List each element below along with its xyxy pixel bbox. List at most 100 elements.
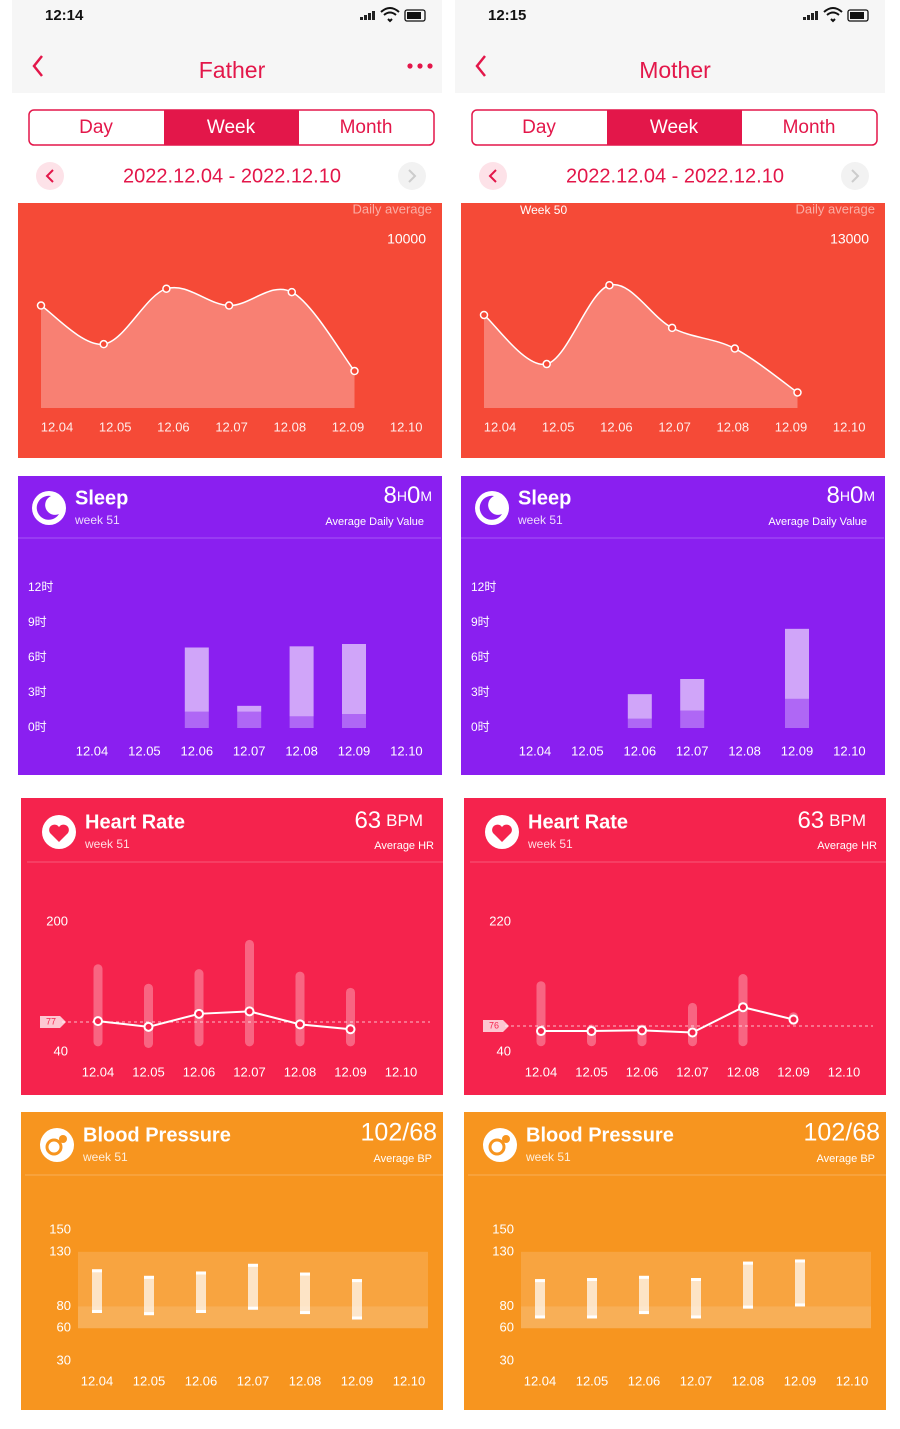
x-tick-label: 12.04 [484, 419, 517, 434]
x-tick-label: 12.10 [833, 419, 866, 434]
heart_rate-header: Heart Rate week 51 Average HR [27, 811, 451, 863]
bp-cap-top [144, 1275, 154, 1279]
tab-label[interactable]: Month [340, 117, 393, 138]
sleep-bar [627, 694, 652, 719]
card-title: Blood Pressure [526, 1124, 674, 1146]
tab-label[interactable]: Day [522, 117, 556, 138]
reference-label: 77 [46, 1016, 56, 1026]
bp-cap-top [639, 1275, 649, 1279]
reference-tag [40, 1015, 66, 1028]
wifi-icon [823, 7, 843, 23]
bp-cap-top [535, 1279, 545, 1283]
prev-week[interactable] [36, 162, 64, 190]
card-subtitle: week 51 [82, 1150, 128, 1164]
battery-level [850, 12, 864, 19]
bp-bar [248, 1263, 258, 1310]
hr-range [295, 971, 305, 1047]
hr-point [536, 1026, 546, 1037]
prev-chevron [45, 169, 54, 183]
card-subtitle: week 51 [525, 1150, 571, 1164]
back-button[interactable] [32, 55, 43, 77]
sleep-bar [342, 714, 366, 728]
hr-point [586, 1026, 597, 1037]
x-tick-label: 12.05 [132, 1064, 165, 1079]
bp-bar [639, 1275, 649, 1315]
card-caption: Average BP [373, 1153, 432, 1165]
sleep-bar [785, 698, 809, 728]
hr-line [97, 1010, 351, 1031]
y-tick-label: 0时 [471, 720, 490, 734]
y-tick-label: 40 [497, 1043, 511, 1058]
bp-bar [92, 1269, 102, 1313]
next-week[interactable] [841, 162, 869, 190]
sleep-bar [680, 679, 705, 711]
steps-point [730, 344, 740, 353]
steps-caption: Daily average [353, 201, 433, 216]
hr-point [345, 1024, 356, 1035]
card-caption: Average Daily Value [768, 516, 867, 528]
tab-label[interactable]: Week [650, 117, 699, 138]
tab-label[interactable]: Month [783, 117, 836, 138]
battery-level [407, 12, 421, 19]
hr-range [536, 981, 546, 1047]
y-tick-label: 0时 [28, 720, 47, 734]
signal-bar [368, 13, 371, 20]
steps-point [667, 323, 677, 333]
card-title: Sleep [518, 487, 571, 509]
tab-label[interactable]: Week [207, 117, 256, 138]
steps-caption: Daily average [796, 201, 876, 216]
x-tick-label: 12.07 [676, 743, 709, 758]
menu-dot[interactable] [427, 63, 433, 69]
value-part: 0 [850, 482, 863, 509]
menu-dot[interactable] [417, 63, 423, 69]
heart-rate-card [464, 798, 886, 1095]
x-tick-label: 12.08 [728, 743, 761, 758]
bp-cap-top [691, 1278, 701, 1282]
x-tick-label: 12.04 [519, 743, 552, 758]
bp-cap-bottom [587, 1315, 597, 1319]
hr-value: 63 BPM [354, 807, 423, 834]
x-tick-label: 12.10 [836, 1373, 869, 1388]
next-week[interactable] [398, 162, 426, 190]
x-tick-label: 12.09 [338, 743, 371, 758]
y-tick-label: 9时 [28, 615, 47, 629]
back-button[interactable] [475, 55, 486, 77]
value-part: H [840, 488, 850, 504]
bp-bar [691, 1278, 701, 1319]
x-tick-label: 12.10 [390, 743, 423, 758]
date-range: 2022.12.04 - 2022.12.10 [123, 165, 341, 187]
steps-area [41, 287, 355, 408]
bp-icon-dot [502, 1135, 510, 1143]
y-tick-label: 80 [500, 1298, 514, 1313]
sleep-bar [237, 705, 262, 712]
y-tick-label: 60 [500, 1320, 514, 1335]
bp-cap-top [352, 1279, 362, 1283]
menu-dot[interactable] [407, 63, 413, 69]
bp-bar [352, 1279, 362, 1320]
signal-bar [372, 11, 375, 20]
x-tick-label: 12.07 [237, 1373, 270, 1388]
sleep-value: 8H0M [383, 482, 432, 509]
steps-point [224, 301, 234, 310]
bp-cap-bottom [248, 1306, 258, 1310]
x-tick-label: 12.08 [285, 743, 318, 758]
bp-bar [587, 1278, 597, 1319]
x-tick-label: 12.09 [784, 1373, 817, 1388]
bp-bar [196, 1271, 206, 1313]
x-tick-label: 12.05 [575, 1064, 608, 1079]
hr-line [541, 1006, 794, 1034]
tab-label[interactable]: Day [79, 117, 113, 138]
bp-cap-top [248, 1263, 258, 1267]
prev-week[interactable] [479, 162, 507, 190]
y-tick-label: 12时 [471, 580, 496, 594]
sleep-bar [627, 718, 652, 728]
y-tick-label: 12时 [28, 580, 53, 594]
x-tick-label: 12.06 [183, 1064, 216, 1079]
x-tick-label: 12.04 [81, 1373, 114, 1388]
bp-cap-top [587, 1278, 597, 1282]
x-tick-label: 12.05 [128, 743, 161, 758]
value-part: H [397, 488, 407, 504]
x-tick-label: 12.09 [341, 1373, 374, 1388]
